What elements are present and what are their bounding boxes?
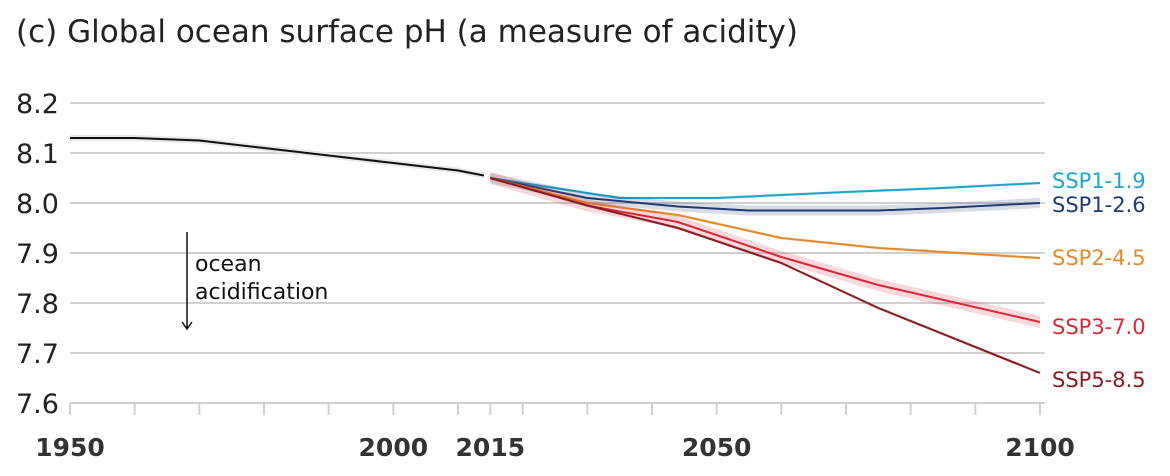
historical-line: [70, 137, 485, 177]
x-tick-label: 2000: [359, 433, 429, 462]
arrow-down-icon: [181, 321, 193, 331]
x-tick-label: 2015: [456, 433, 526, 462]
legend-label-SSP1-1.9: SSP1-1.9: [1052, 169, 1146, 193]
legend-label-SSP1-2.6: SSP1-2.6: [1052, 193, 1146, 217]
historical-band: [70, 135, 484, 179]
annotation-line1: ocean: [195, 252, 262, 277]
legend-label-SSP2-4.5: SSP2-4.5: [1052, 246, 1146, 270]
series-band-SSP1-2.6: [490, 173, 1040, 216]
legend-label-SSP5-8.5: SSP5-8.5: [1052, 368, 1146, 392]
legend-label-SSP3-7.0: SSP3-7.0: [1052, 315, 1146, 339]
series-line-SSP5-8.5: [490, 177, 1041, 374]
series-band-SSP3-7.0: [490, 172, 1040, 328]
series-line-SSP1-2.6: [490, 177, 1041, 212]
chart-title: (c) Global ocean surface pH (a measure o…: [16, 14, 798, 50]
x-tick-label: 1950: [35, 433, 105, 462]
y-tick-label: 7.8: [16, 289, 59, 320]
series-line-SSP1-1.9: [490, 177, 1041, 199]
y-tick-label: 7.9: [16, 239, 59, 270]
x-tick-label: 2100: [1005, 433, 1075, 462]
y-tick-label: 7.7: [16, 339, 59, 370]
y-tick-label: 8.1: [16, 139, 59, 170]
series-line-SSP2-4.5: [490, 177, 1041, 259]
y-tick-label: 8.2: [16, 89, 59, 120]
y-tick-label: 7.6: [16, 389, 59, 420]
y-tick-label: 8.0: [16, 189, 59, 220]
annotation-line2: acidification: [195, 280, 328, 305]
x-tick-label: 2050: [682, 433, 752, 462]
